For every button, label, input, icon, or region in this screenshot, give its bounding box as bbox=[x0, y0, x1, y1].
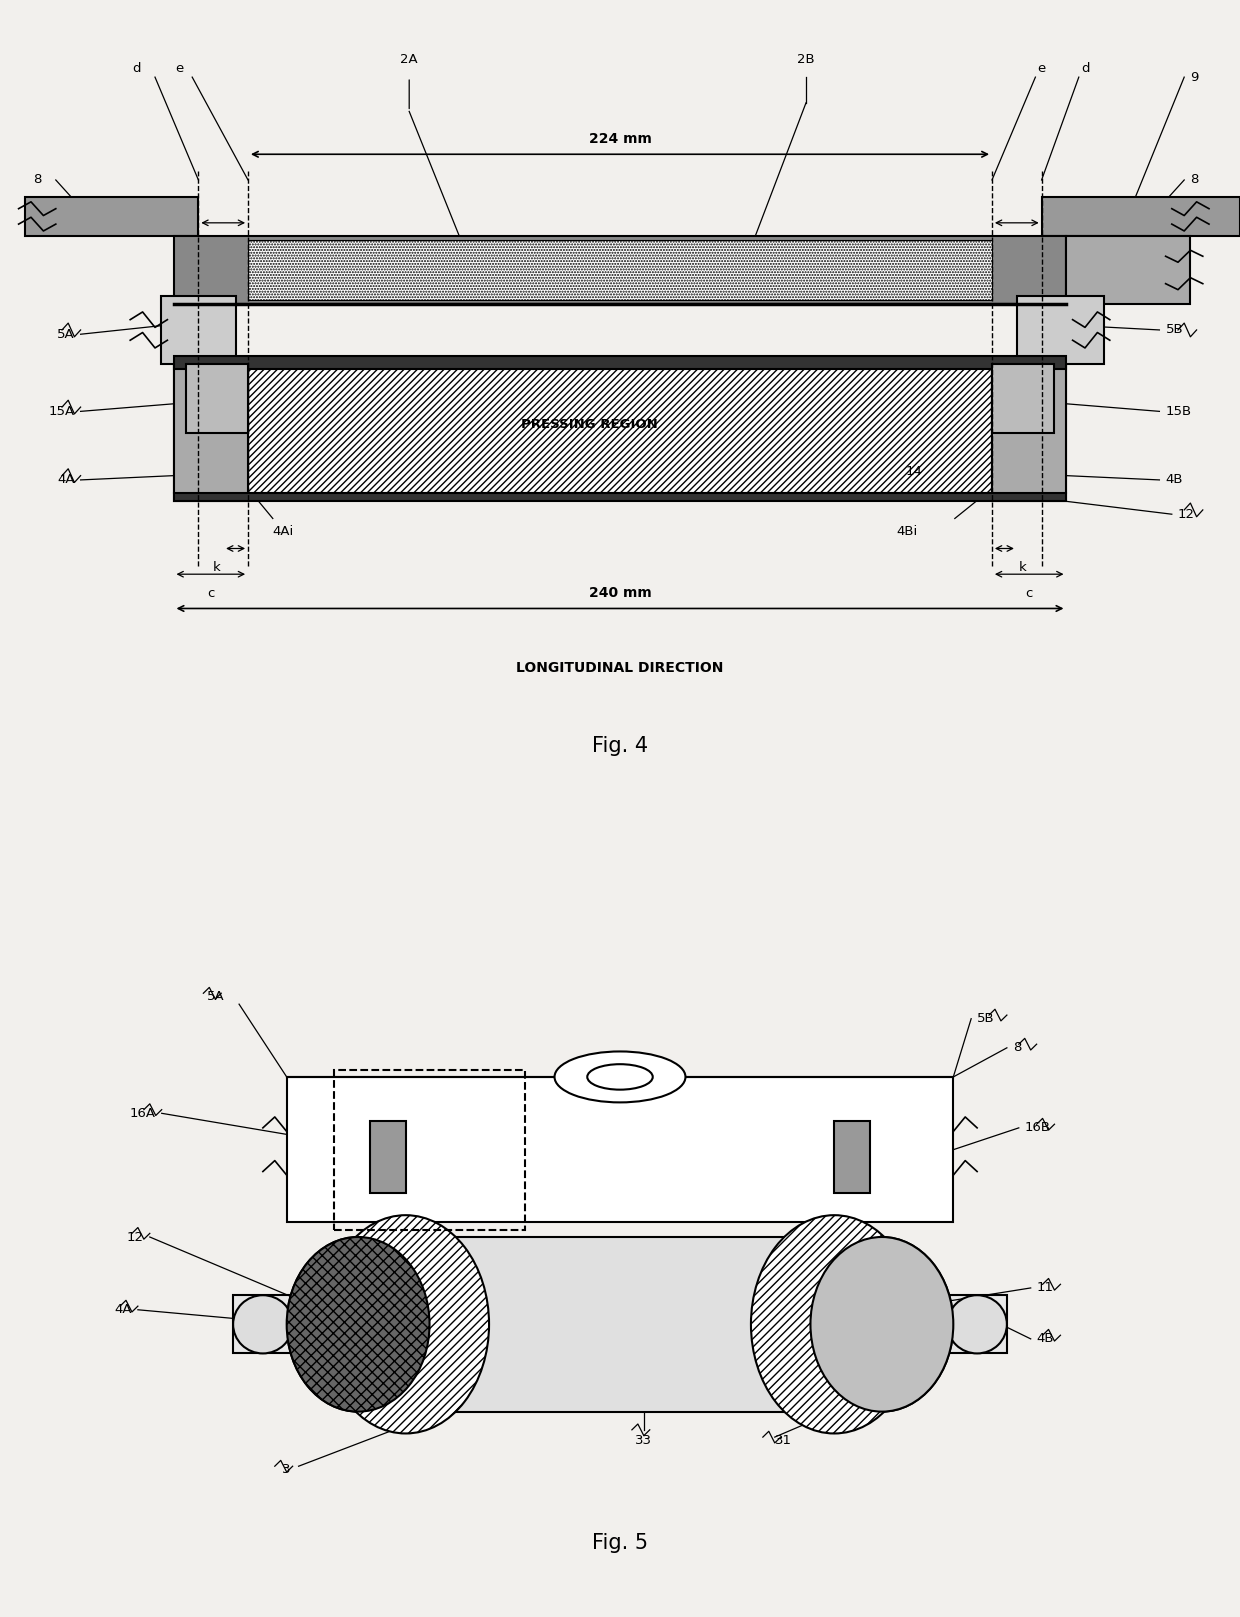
Bar bbox=[1066, 236, 1190, 304]
Text: 8: 8 bbox=[1013, 1041, 1022, 1054]
Text: 33: 33 bbox=[635, 1434, 652, 1447]
Text: 4Bi: 4Bi bbox=[897, 526, 918, 538]
Text: 5A: 5A bbox=[206, 990, 224, 1004]
Ellipse shape bbox=[286, 1237, 429, 1412]
Text: e: e bbox=[176, 61, 184, 74]
Ellipse shape bbox=[588, 1064, 652, 1090]
Text: LONGITUDINAL DIRECTION: LONGITUDINAL DIRECTION bbox=[516, 661, 724, 676]
Bar bbox=[174, 356, 1066, 369]
Ellipse shape bbox=[811, 1237, 954, 1412]
Text: c: c bbox=[207, 587, 215, 600]
Bar bbox=[248, 239, 992, 301]
Bar bbox=[835, 1121, 870, 1193]
Text: d: d bbox=[133, 61, 140, 74]
Text: 11: 11 bbox=[1037, 1281, 1054, 1295]
Bar bbox=[174, 364, 248, 493]
Text: 4A: 4A bbox=[57, 474, 74, 487]
Text: 14: 14 bbox=[905, 464, 923, 479]
Text: d: d bbox=[1081, 61, 1089, 74]
Bar bbox=[1042, 197, 1240, 236]
Text: 15A: 15A bbox=[48, 404, 74, 417]
Text: e: e bbox=[1038, 61, 1045, 74]
Text: 2: 2 bbox=[616, 255, 624, 268]
Text: 1: 1 bbox=[632, 1112, 640, 1127]
Text: 4B: 4B bbox=[1037, 1332, 1054, 1345]
Bar bbox=[286, 1077, 954, 1222]
Ellipse shape bbox=[286, 1237, 429, 1412]
Text: Fig. 4: Fig. 4 bbox=[591, 736, 649, 755]
Text: k: k bbox=[213, 561, 221, 574]
Text: 3: 3 bbox=[283, 1463, 291, 1476]
Text: 4Ai: 4Ai bbox=[273, 526, 294, 538]
Text: PRESSING REGION: PRESSING REGION bbox=[521, 417, 657, 430]
Text: 8: 8 bbox=[1190, 173, 1199, 186]
Ellipse shape bbox=[811, 1237, 954, 1412]
Bar bbox=[992, 364, 1054, 433]
Bar bbox=[992, 364, 1066, 493]
Ellipse shape bbox=[947, 1295, 1007, 1353]
Text: 17B: 17B bbox=[680, 1077, 706, 1091]
Text: Fig. 5: Fig. 5 bbox=[591, 1533, 649, 1552]
Bar bbox=[186, 364, 248, 433]
Text: 31: 31 bbox=[775, 1434, 792, 1447]
Text: 2A: 2A bbox=[401, 53, 418, 66]
Text: 8: 8 bbox=[33, 173, 41, 186]
Text: 12: 12 bbox=[1178, 508, 1195, 521]
Text: k: k bbox=[1019, 561, 1027, 574]
Text: 16B: 16B bbox=[1024, 1121, 1050, 1135]
Text: 16A: 16A bbox=[130, 1106, 156, 1121]
Bar bbox=[335, 1070, 525, 1229]
Bar bbox=[174, 236, 1066, 304]
Text: 240 mm: 240 mm bbox=[589, 585, 651, 600]
Text: 9: 9 bbox=[1190, 71, 1199, 84]
Bar bbox=[370, 1121, 405, 1193]
Text: 5B: 5B bbox=[977, 1012, 994, 1025]
Text: V: V bbox=[518, 1140, 532, 1159]
Text: 17A: 17A bbox=[424, 1077, 450, 1091]
Bar bbox=[1017, 296, 1104, 364]
Text: c: c bbox=[1025, 587, 1033, 600]
Bar bbox=[992, 361, 1066, 501]
Ellipse shape bbox=[751, 1216, 918, 1433]
Ellipse shape bbox=[322, 1216, 489, 1433]
Text: 2B: 2B bbox=[797, 53, 815, 66]
Bar bbox=[947, 1295, 1007, 1353]
Bar bbox=[248, 364, 992, 493]
Bar bbox=[25, 197, 198, 236]
Ellipse shape bbox=[554, 1051, 686, 1103]
Bar bbox=[174, 493, 1066, 501]
Text: 4A: 4A bbox=[114, 1303, 131, 1316]
Ellipse shape bbox=[233, 1295, 293, 1353]
Text: 15B: 15B bbox=[1166, 404, 1192, 417]
Text: 4B: 4B bbox=[1166, 474, 1183, 487]
Bar bbox=[233, 1295, 293, 1353]
Text: 12: 12 bbox=[126, 1231, 144, 1243]
Text: 5B: 5B bbox=[1166, 323, 1183, 336]
Bar bbox=[358, 1237, 882, 1412]
Bar bbox=[174, 361, 248, 501]
Bar bbox=[161, 296, 236, 364]
Text: 224 mm: 224 mm bbox=[589, 131, 651, 146]
Text: 5A: 5A bbox=[57, 328, 74, 341]
